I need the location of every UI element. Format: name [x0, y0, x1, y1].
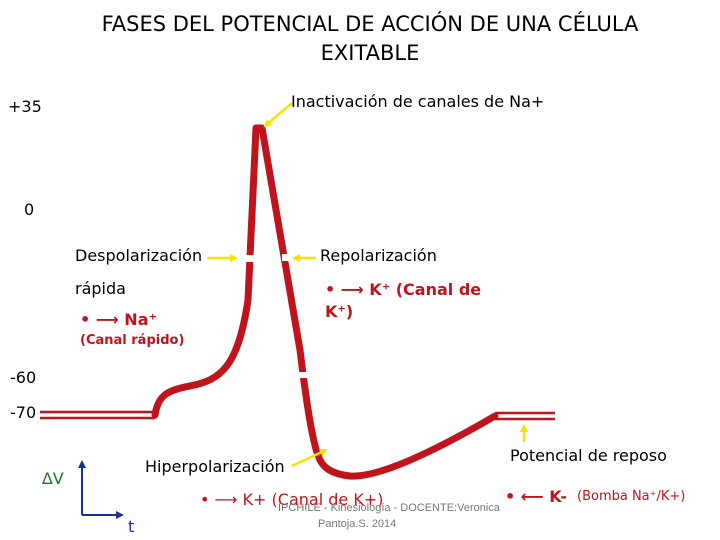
curve-gap-depolarization: [240, 255, 254, 262]
label-hyperpolarization: Hiperpolarización: [145, 457, 285, 476]
label-repolarization: Repolarización: [320, 246, 437, 265]
label-fast-channel: (Canal rápido): [80, 333, 185, 348]
label-fast: rápida: [75, 279, 126, 298]
label-k-bullet-2: K⁺): [325, 302, 354, 321]
arrow-inactivation: [263, 102, 293, 128]
title-line-2: EXITABLE: [320, 41, 420, 65]
title-line-1: FASES DEL POTENCIAL DE ACCIÓN DE UNA CÉL…: [101, 12, 639, 36]
label-minus70: -70: [10, 403, 37, 422]
arrow-hyperpolarization: [291, 448, 328, 468]
curve-gap-lower: [298, 372, 312, 378]
label-delta-v: ∆V: [42, 469, 64, 488]
label-hyper-bullet: • ⟶ K+ (Canal de K+): [200, 490, 384, 509]
label-pump-text: (Bomba Na⁺/K+): [577, 489, 686, 504]
diagram-title: FASES DEL POTENCIAL DE ACCIÓN DE UNA CÉL…: [0, 10, 720, 68]
label-inactivation: Inactivación de canales de Na+: [291, 92, 545, 111]
label-resting-potential: Potencial de reposo: [510, 446, 667, 465]
label-minus60: -60: [10, 368, 37, 387]
label-depolarization: Despolarización: [75, 246, 203, 265]
footer-credit-line-2: Pantoja.S. 2014: [318, 518, 397, 530]
action-potential-curve: [151, 124, 499, 480]
resting-line-right: [495, 411, 555, 421]
resting-line-left: [40, 410, 155, 420]
label-zero: 0: [24, 200, 35, 219]
label-na-bullet: • ⟶ Na⁺: [80, 310, 157, 329]
label-time: t: [128, 517, 135, 536]
footer-credit-line-1: IPCHILE - Kinesiología - DOCENTE:Veronic…: [278, 502, 500, 514]
label-pump-bullet: • ⟵ K-: [505, 487, 567, 506]
label-plus35: +35: [8, 97, 42, 116]
curve-gap-repolarization: [282, 254, 296, 261]
label-k-bullet-1: • ⟶ K⁺ (Canal de: [325, 280, 482, 299]
